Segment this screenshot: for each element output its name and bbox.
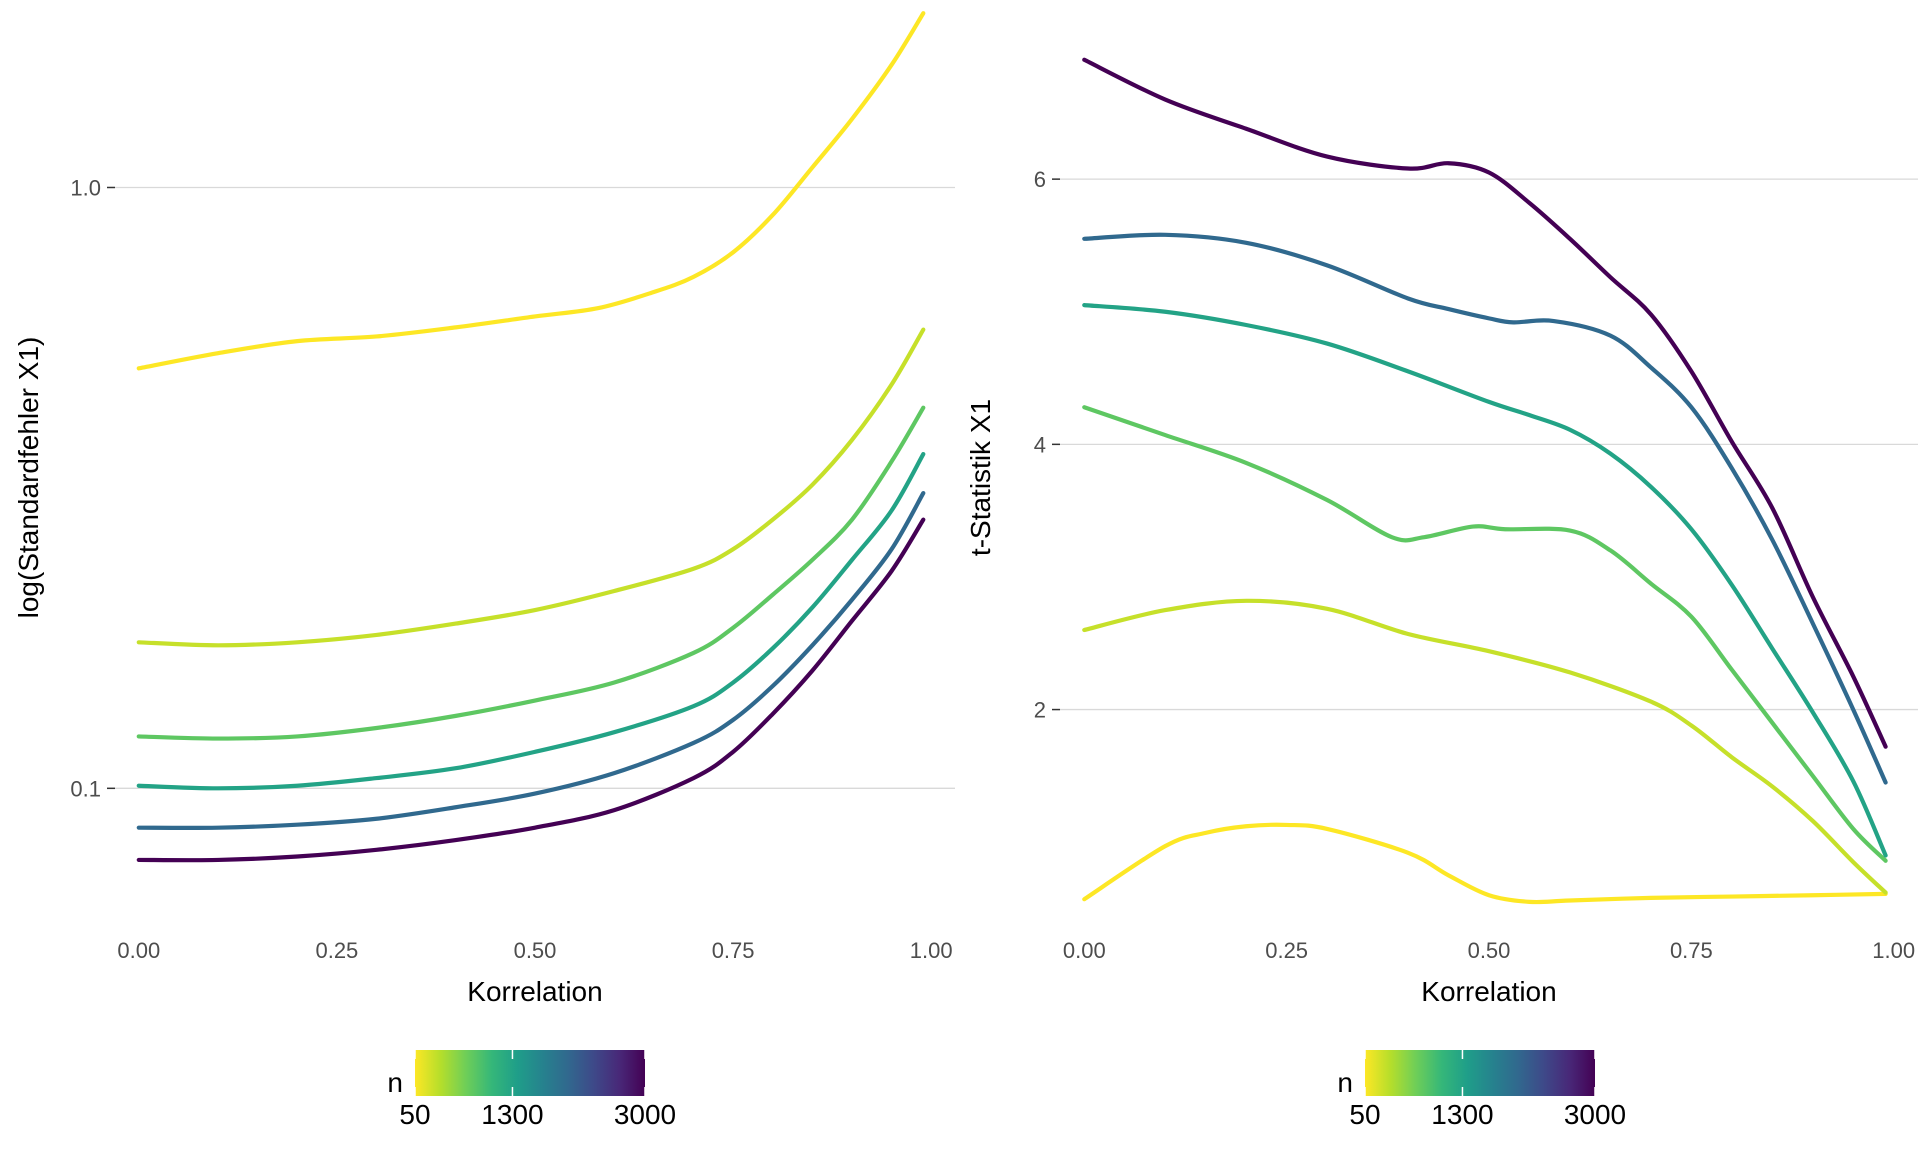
x-tick-label: 1.00 [1872, 938, 1915, 963]
series-line-n50 [136, 11, 926, 371]
x-tick-label: 0.50 [514, 938, 557, 963]
legend-tick-label: 1300 [1431, 1099, 1493, 1130]
series-line-n300 [1082, 598, 1888, 895]
x-axis-title: Korrelation [1421, 976, 1556, 1007]
series-line-n800 [136, 405, 926, 741]
x-tick-label: 0.25 [315, 938, 358, 963]
series-line-n50 [1082, 822, 1888, 905]
x-tick-label: 0.00 [117, 938, 160, 963]
y-tick-label: 2 [1034, 698, 1046, 723]
y-tick-label: 1.0 [70, 175, 101, 200]
y-tick-label: 0.1 [70, 776, 101, 801]
legend-tick-label: 3000 [1564, 1099, 1626, 1130]
y-axis-title: t-Statistik X1 [965, 399, 996, 556]
x-tick-label: 0.50 [1468, 938, 1511, 963]
y-axis-title: log(Standardfehler X1) [13, 337, 44, 619]
x-tick-label: 0.00 [1063, 938, 1106, 963]
x-axis-title: Korrelation [467, 976, 602, 1007]
series-line-n2000 [136, 490, 926, 831]
series-line-n3000 [136, 517, 926, 863]
series-line-n800 [1082, 405, 1888, 863]
series-line-n3000 [1082, 57, 1888, 749]
x-tick-label: 0.75 [1670, 938, 1713, 963]
series-line-n2000 [1082, 232, 1888, 785]
y-tick-label: 6 [1034, 167, 1046, 192]
right-panel-t-statistic: 2 4 6 0.00 0.25 0.50 0.75 1.00 Korrelation t-Stat… [965, 57, 1918, 1130]
x-tick-label: 0.75 [712, 938, 755, 963]
x-tick-label: 0.25 [1265, 938, 1308, 963]
legend-title: n [1337, 1067, 1353, 1098]
legend-tick-label: 50 [399, 1099, 430, 1130]
legend-title: n [387, 1067, 403, 1098]
legend-colorbar [415, 1050, 645, 1096]
x-tick-label: 1.00 [910, 938, 953, 963]
legend-tick-label: 1300 [481, 1099, 543, 1130]
legend-colorbar [1365, 1050, 1595, 1096]
legend-tick-label: 3000 [614, 1099, 676, 1130]
legend-tick-label: 50 [1349, 1099, 1380, 1130]
series-line-n300 [136, 327, 926, 648]
series-line-n1300 [1082, 303, 1888, 858]
series-line-n1300 [136, 451, 926, 791]
y-tick-label: 4 [1034, 432, 1046, 457]
left-panel-standard-error: 0.1 1.0 0.00 0.25 0.50 0.75 1.00 Korrelation log… [13, 11, 955, 1130]
